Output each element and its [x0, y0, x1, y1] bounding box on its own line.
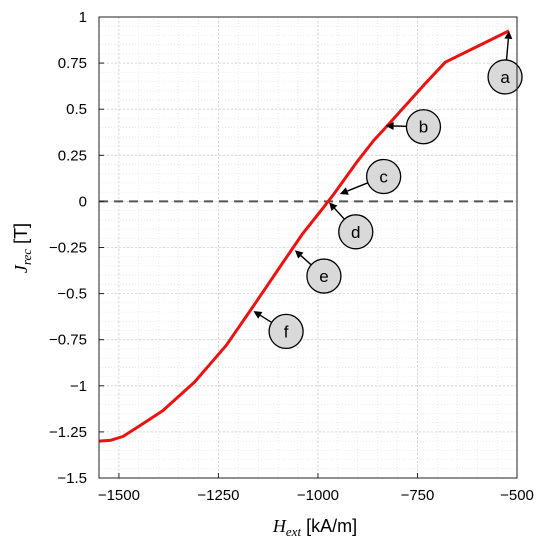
annotation-arrow-a	[507, 39, 509, 60]
y-axis-subscript: rec	[19, 249, 34, 265]
annotation-label-a: a	[500, 68, 510, 87]
y-tick-label: 1	[79, 9, 87, 26]
y-tick-label: −0.25	[49, 240, 87, 257]
y-tick-label: −1.5	[57, 470, 87, 487]
annotation-layer: a b c d e f	[253, 31, 522, 349]
x-tick-label: −1000	[297, 487, 339, 504]
y-tick-label: −0.5	[57, 286, 87, 303]
series-layer	[99, 31, 509, 441]
x-axis-label: Hext [kA/m]	[272, 516, 357, 539]
y-tick-label: −1.25	[49, 424, 87, 441]
x-axis-symbol: H	[272, 516, 287, 536]
x-tick-label: −1250	[197, 487, 239, 504]
y-axis-unit: [T]	[11, 223, 31, 249]
y-tick-label: 0.5	[66, 101, 87, 118]
x-axis-unit: [kA/m]	[301, 516, 357, 536]
x-tick-label: −750	[401, 487, 435, 504]
annotation-label-d: d	[351, 223, 360, 242]
x-tick-label: −1500	[98, 487, 140, 504]
annotation-label-b: b	[419, 118, 428, 137]
x-axis-subscript: ext	[286, 524, 302, 539]
annotation-label-c: c	[379, 168, 388, 187]
y-axis-label: Jrec [T]	[11, 223, 34, 273]
annotation-arrow-d	[334, 208, 344, 219]
y-tick-label: −1	[70, 378, 87, 395]
annotation-arrow-c	[347, 183, 368, 191]
y-tick-label: 0.25	[58, 147, 87, 164]
annotation-label-e: e	[319, 267, 328, 286]
jrec-curve	[99, 31, 509, 441]
annotation-arrowhead-f	[253, 311, 262, 319]
y-tick-label: −0.75	[49, 332, 87, 349]
annotation-label-f: f	[284, 322, 289, 341]
grid-layer	[99, 17, 517, 478]
y-tick-label: 0.75	[58, 55, 87, 72]
x-tick-label: −500	[500, 487, 534, 504]
y-tick-label: 0	[79, 193, 87, 210]
